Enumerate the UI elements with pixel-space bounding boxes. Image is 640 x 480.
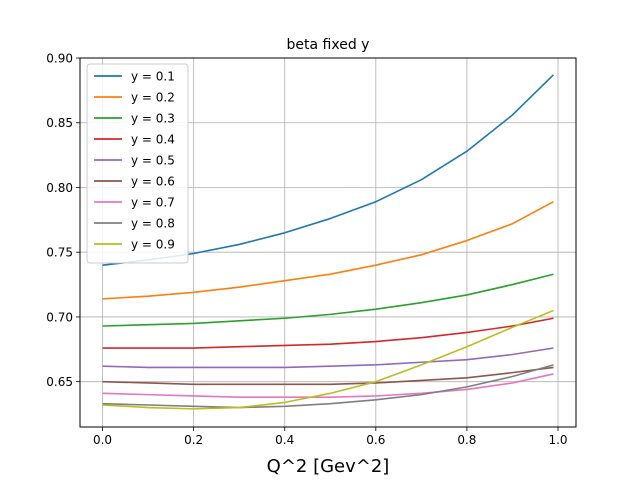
legend-label: y = 0.5 (131, 154, 175, 168)
legend-label: y = 0.2 (131, 91, 175, 105)
legend-label: y = 0.4 (131, 133, 175, 147)
y-tick-label: 0.75 (46, 246, 73, 260)
y-tick-label: 0.70 (46, 310, 73, 324)
y-tick-label: 0.90 (46, 52, 73, 66)
x-tick-label: 0.4 (275, 433, 294, 447)
x-tick-label: 1.0 (548, 433, 567, 447)
legend-label: y = 0.6 (131, 175, 175, 189)
x-axis-label: Q^2 [Gev^2] (267, 456, 390, 477)
legend-label: y = 0.8 (131, 217, 175, 231)
legend-label: y = 0.1 (131, 70, 175, 84)
x-tick-label: 0.6 (366, 433, 385, 447)
x-tick-label: 0.2 (184, 433, 203, 447)
y-tick-label: 0.85 (46, 116, 73, 130)
legend-label: y = 0.7 (131, 196, 175, 210)
legend-label: y = 0.3 (131, 112, 175, 126)
legend-label: y = 0.9 (131, 238, 175, 252)
x-tick-label: 0.8 (457, 433, 476, 447)
y-tick-label: 0.80 (46, 181, 73, 195)
y-tick-label: 0.65 (46, 375, 73, 389)
x-tick-label: 0.0 (93, 433, 112, 447)
chart-title: beta fixed y (287, 37, 370, 53)
legend: y = 0.1 y = 0.2 y = 0.3 y = 0.4 y = 0.5 y = 0… (87, 64, 188, 263)
